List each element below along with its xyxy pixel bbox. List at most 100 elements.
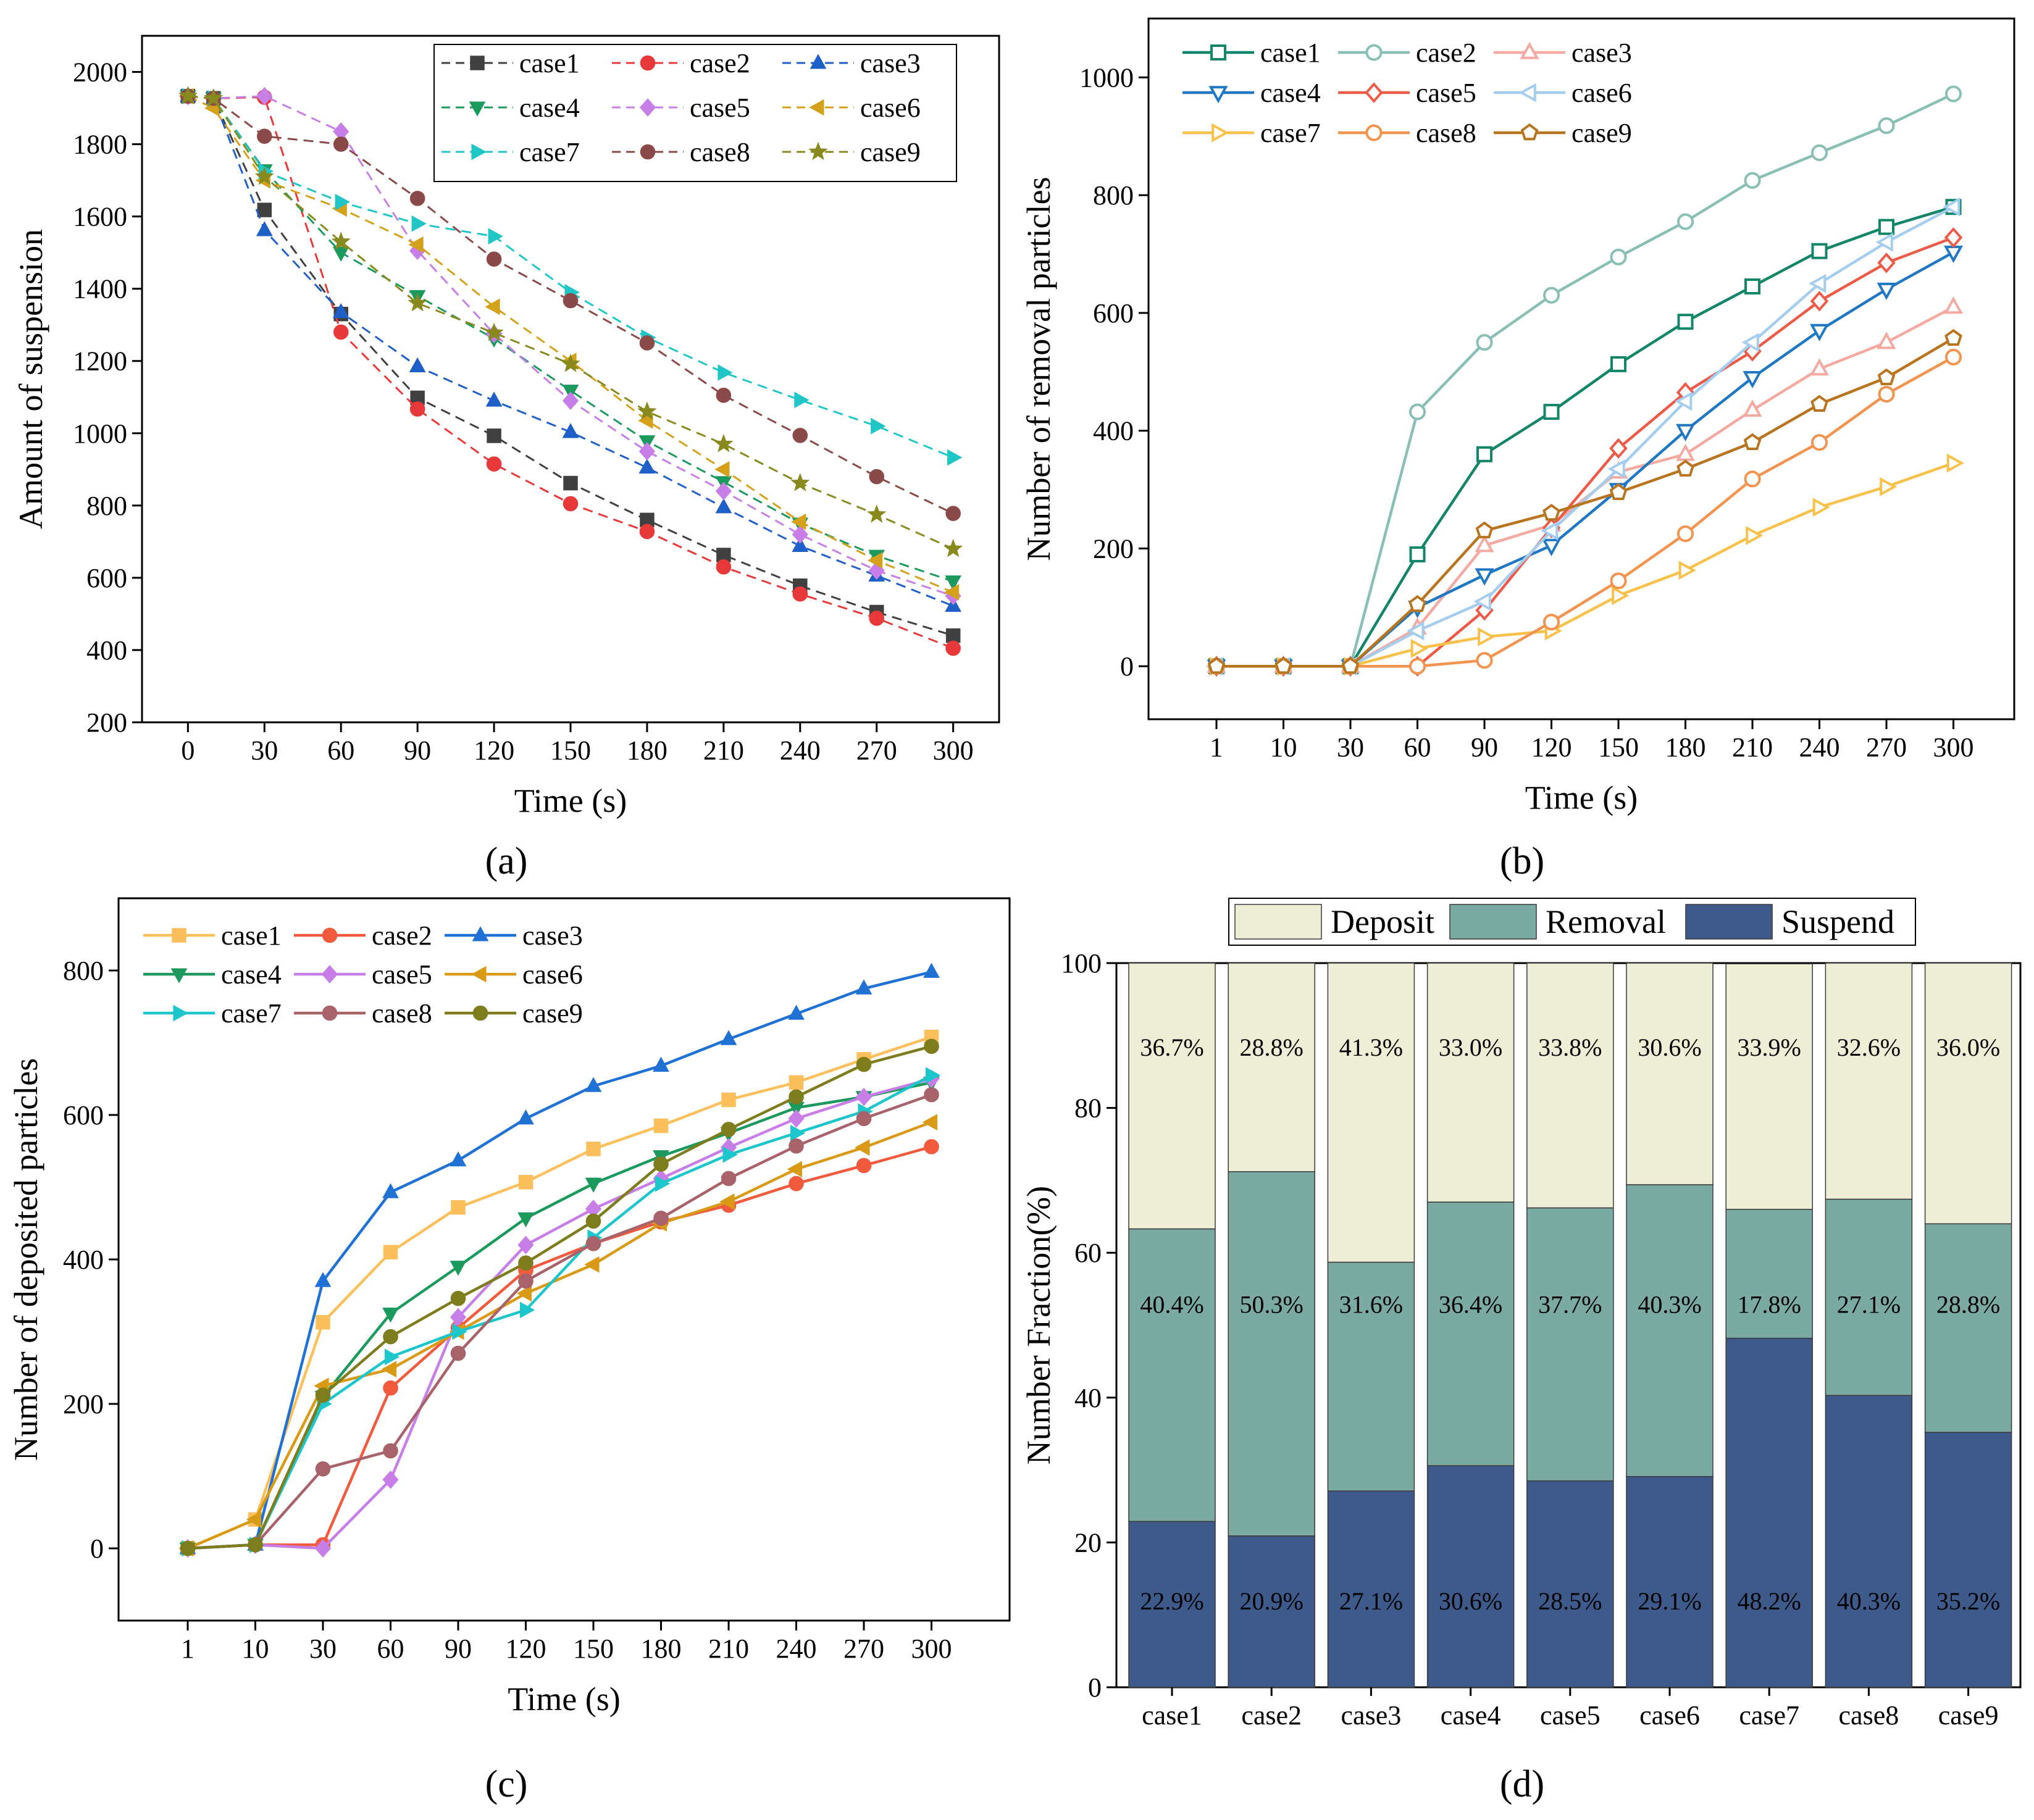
data-point-case2 [789,1175,804,1192]
plot-frame [1147,17,2015,720]
x-tick-label: 240 [1799,732,1840,762]
panel-b-line-chart: 0 200 400 600 800 1000 1 10 30 60 90 120 150 180 210 24… [1020,17,2015,816]
bar-label-suspend: 27.1% [1339,1587,1403,1615]
data-point-case8 [1610,572,1627,590]
series-line-case6 [187,1121,932,1550]
data-point-case8 [1944,348,1962,365]
legend-marker-case7 [1212,123,1229,143]
data-point-case9 [1676,459,1694,477]
bar-label-deposit: 36.0% [1936,1033,2000,1061]
data-point-case8 [450,1345,466,1361]
x-tick-label: 90 [404,735,431,766]
data-point-case8 [315,1461,331,1477]
data-point-case8 [792,428,808,443]
data-point-case5 [450,1308,467,1327]
legend-label-case5: case5 [690,93,750,123]
y-tick-label: 0 [90,1534,104,1564]
x-tick-label: 60 [1404,732,1431,762]
data-point-case7 [1946,453,1964,473]
legend-marker-case8 [1365,124,1383,141]
y-tick-label: 0 [1120,651,1134,682]
y-tick-label: 100 [1061,948,1102,979]
data-point-case1 [1677,314,1694,330]
legend-marker-case5 [639,98,656,117]
legend-swatch-deposit [1234,904,1322,940]
panel-d-stacked-bar-chart: 0 20 40 60 80 100 Number Fraction(%) 22.9% 40.4%… [1020,898,2022,1730]
x-tick-label: 1 [1210,732,1223,762]
y-tick-label: 0 [1088,1672,1102,1703]
data-point-case5 [1877,253,1896,273]
x-tick-label: 180 [641,1634,682,1664]
y-tick-label: 200 [86,708,127,738]
bar-segment-deposit [1327,962,1415,1263]
data-point-case4 [585,1177,602,1193]
data-point-case1 [383,1245,398,1260]
data-point-case5 [1810,291,1829,312]
data-point-case3 [585,1077,602,1092]
data-point-case5 [855,1087,873,1106]
data-point-case3 [450,1151,467,1167]
y-axis-title: Number of removal particles [1020,177,1057,561]
bar-label-removal: 36.4% [1439,1290,1502,1318]
data-point-case5 [715,482,732,501]
legend-label-case7: case7 [221,998,282,1029]
legend-marker-case5 [321,965,338,983]
series-line-case8 [187,1093,932,1550]
data-point-case6 [1607,459,1625,479]
bar-label-removal: 31.6% [1339,1290,1403,1318]
y-tick-label: 800 [63,956,104,986]
series-line-case7 [187,1074,932,1550]
legend-label-suspend: Suspend [1781,903,1894,940]
data-point-case8 [409,191,425,206]
data-point-case3 [715,498,732,514]
legend-marker-case1 [1210,44,1226,61]
data-point-case9 [1408,595,1426,612]
data-point-case8 [653,1211,669,1226]
x-tick-label: 180 [1665,732,1706,762]
x-tick-label: 0 [181,735,195,766]
bar-segment-deposit [1426,962,1515,1203]
x-tick-label: case2 [1241,1700,1302,1730]
legend-marker-case3 [810,54,827,69]
series-line-case8 [188,95,954,515]
legend-marker-case6 [471,966,487,983]
data-point-case6 [381,1361,397,1378]
data-point-case1 [563,475,578,491]
data-point-case9 [856,1056,872,1072]
data-point-case1 [1744,278,1760,294]
series-line-case5 [188,95,954,597]
data-point-case6 [1541,521,1559,541]
series-line-case6 [187,95,954,593]
legend-label-case3: case3 [860,48,921,78]
y-tick-label: 400 [86,635,127,666]
data-point-case2 [1610,248,1627,265]
y-tick-label: 400 [1093,416,1134,446]
data-point-case7 [718,364,733,381]
data-point-case9 [1341,657,1360,674]
data-point-case8 [1476,652,1493,669]
data-point-case1 [586,1142,601,1156]
data-point-case9 [721,1122,737,1137]
y-tick-label: 40 [1074,1383,1102,1413]
y-tick-label: 20 [1074,1527,1102,1558]
data-point-case6 [516,1285,532,1302]
data-point-case6 [791,513,806,530]
data-point-case2 [333,324,349,340]
data-point-case9 [450,1290,466,1306]
y-tick-label: 1000 [1079,62,1134,93]
bar-segment-removal [1626,1184,1714,1477]
bar-label-suspend: 20.9% [1240,1587,1304,1615]
data-point-case7 [1678,561,1696,580]
data-point-case6 [855,1139,870,1156]
data-point-case2 [409,401,425,417]
data-point-case2 [1878,117,1895,135]
bar-label-suspend: 30.6% [1439,1587,1502,1615]
x-tick-label: 270 [843,1634,884,1664]
data-point-case7 [519,1301,535,1319]
data-point-case9 [714,433,734,453]
data-point-case8 [856,1111,872,1127]
data-point-case3 [1944,296,1963,314]
x-tick-label: case7 [1739,1700,1799,1730]
data-point-case8 [333,136,349,152]
data-point-case7 [947,449,963,466]
